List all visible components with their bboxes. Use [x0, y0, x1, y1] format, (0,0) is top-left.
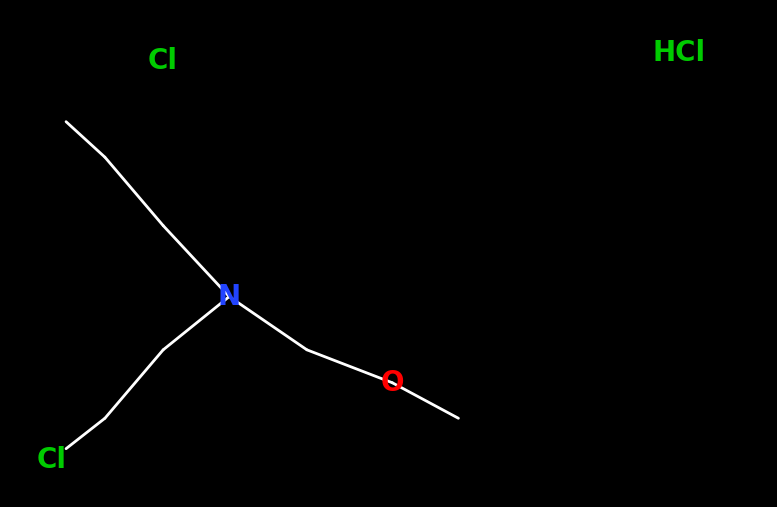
Text: HCl: HCl: [653, 39, 706, 67]
Text: Cl: Cl: [148, 47, 178, 75]
Text: Cl: Cl: [37, 446, 67, 475]
Text: N: N: [218, 282, 241, 311]
Text: O: O: [381, 369, 404, 397]
